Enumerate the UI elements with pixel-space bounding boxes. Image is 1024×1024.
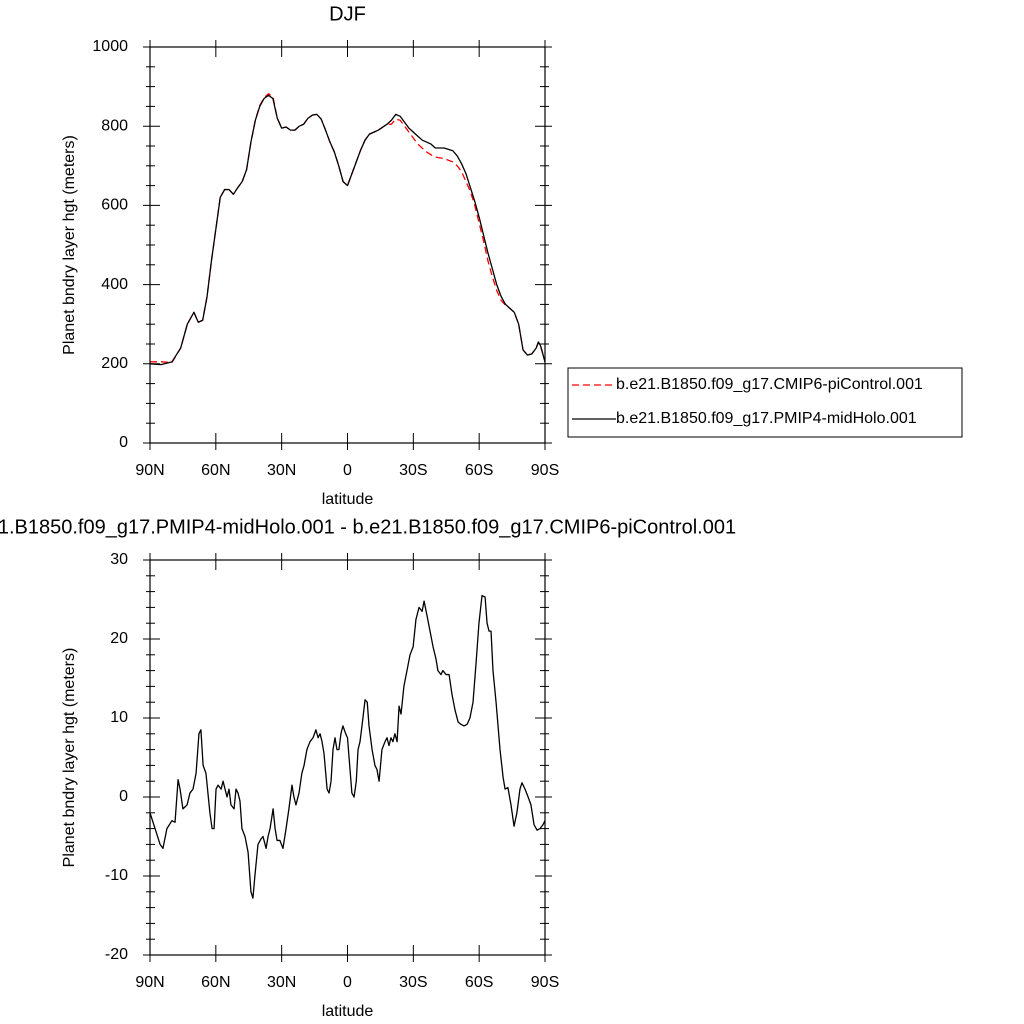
data-line	[149, 594, 546, 899]
y-tick-label: 0	[119, 434, 128, 451]
y-axis-label: Planet bndry layer hgt (meters)	[61, 648, 78, 868]
x-tick-label: 0	[343, 462, 352, 479]
plot-frame	[149, 46, 546, 444]
x-tick-label: 90N	[135, 974, 164, 991]
legend-label: b.e21.B1850.f09_g17.PMIP4-midHolo.001	[616, 410, 917, 427]
x-tick-label: 90S	[531, 462, 559, 479]
x-tick-label: 90N	[135, 462, 164, 479]
y-tick-label: 10	[110, 709, 128, 726]
y-tick-label: -10	[105, 867, 128, 884]
plot-frame	[149, 559, 546, 956]
y-tick-label: 600	[101, 197, 128, 214]
x-tick-label: 30S	[399, 462, 427, 479]
y-tick-label: 200	[101, 355, 128, 372]
y-tick-label: 0	[119, 788, 128, 805]
y-tick-label: 800	[101, 117, 128, 134]
legend-label: b.e21.B1850.f09_g17.CMIP6-piControl.001	[616, 376, 923, 393]
y-tick-label: 1000	[92, 38, 128, 55]
x-tick-label: 60S	[465, 462, 493, 479]
legend-box	[567, 367, 963, 438]
data-line	[150, 93, 546, 364]
x-tick-label: 30N	[267, 462, 296, 479]
x-axis-label: latitude	[322, 1003, 374, 1020]
y-tick-label: 400	[101, 276, 128, 293]
chart-title: DJF	[329, 3, 366, 25]
x-tick-label: 60N	[201, 462, 230, 479]
x-tick-label: 60N	[201, 974, 230, 991]
plot: b.e21.B1850.f09_g17.PMIP4-midHolo.001 - …	[0, 516, 736, 1020]
y-tick-label: 30	[110, 551, 128, 568]
data-line	[149, 94, 546, 366]
x-tick-label: 60S	[465, 974, 493, 991]
y-tick-label: 20	[110, 630, 128, 647]
x-tick-label: 90S	[531, 974, 559, 991]
plot: DJF latitude Planet bndry layer hgt (meter…	[61, 3, 963, 508]
y-tick-label: -20	[105, 946, 128, 963]
x-tick-label: 30S	[399, 974, 427, 991]
y-axis-label: Planet bndry layer hgt (meters)	[61, 135, 78, 355]
x-tick-label: 30N	[267, 974, 296, 991]
x-tick-label: 0	[343, 974, 352, 991]
chart-title: b.e21.B1850.f09_g17.PMIP4-midHolo.001 - …	[0, 516, 736, 538]
x-axis-label: latitude	[322, 491, 374, 508]
